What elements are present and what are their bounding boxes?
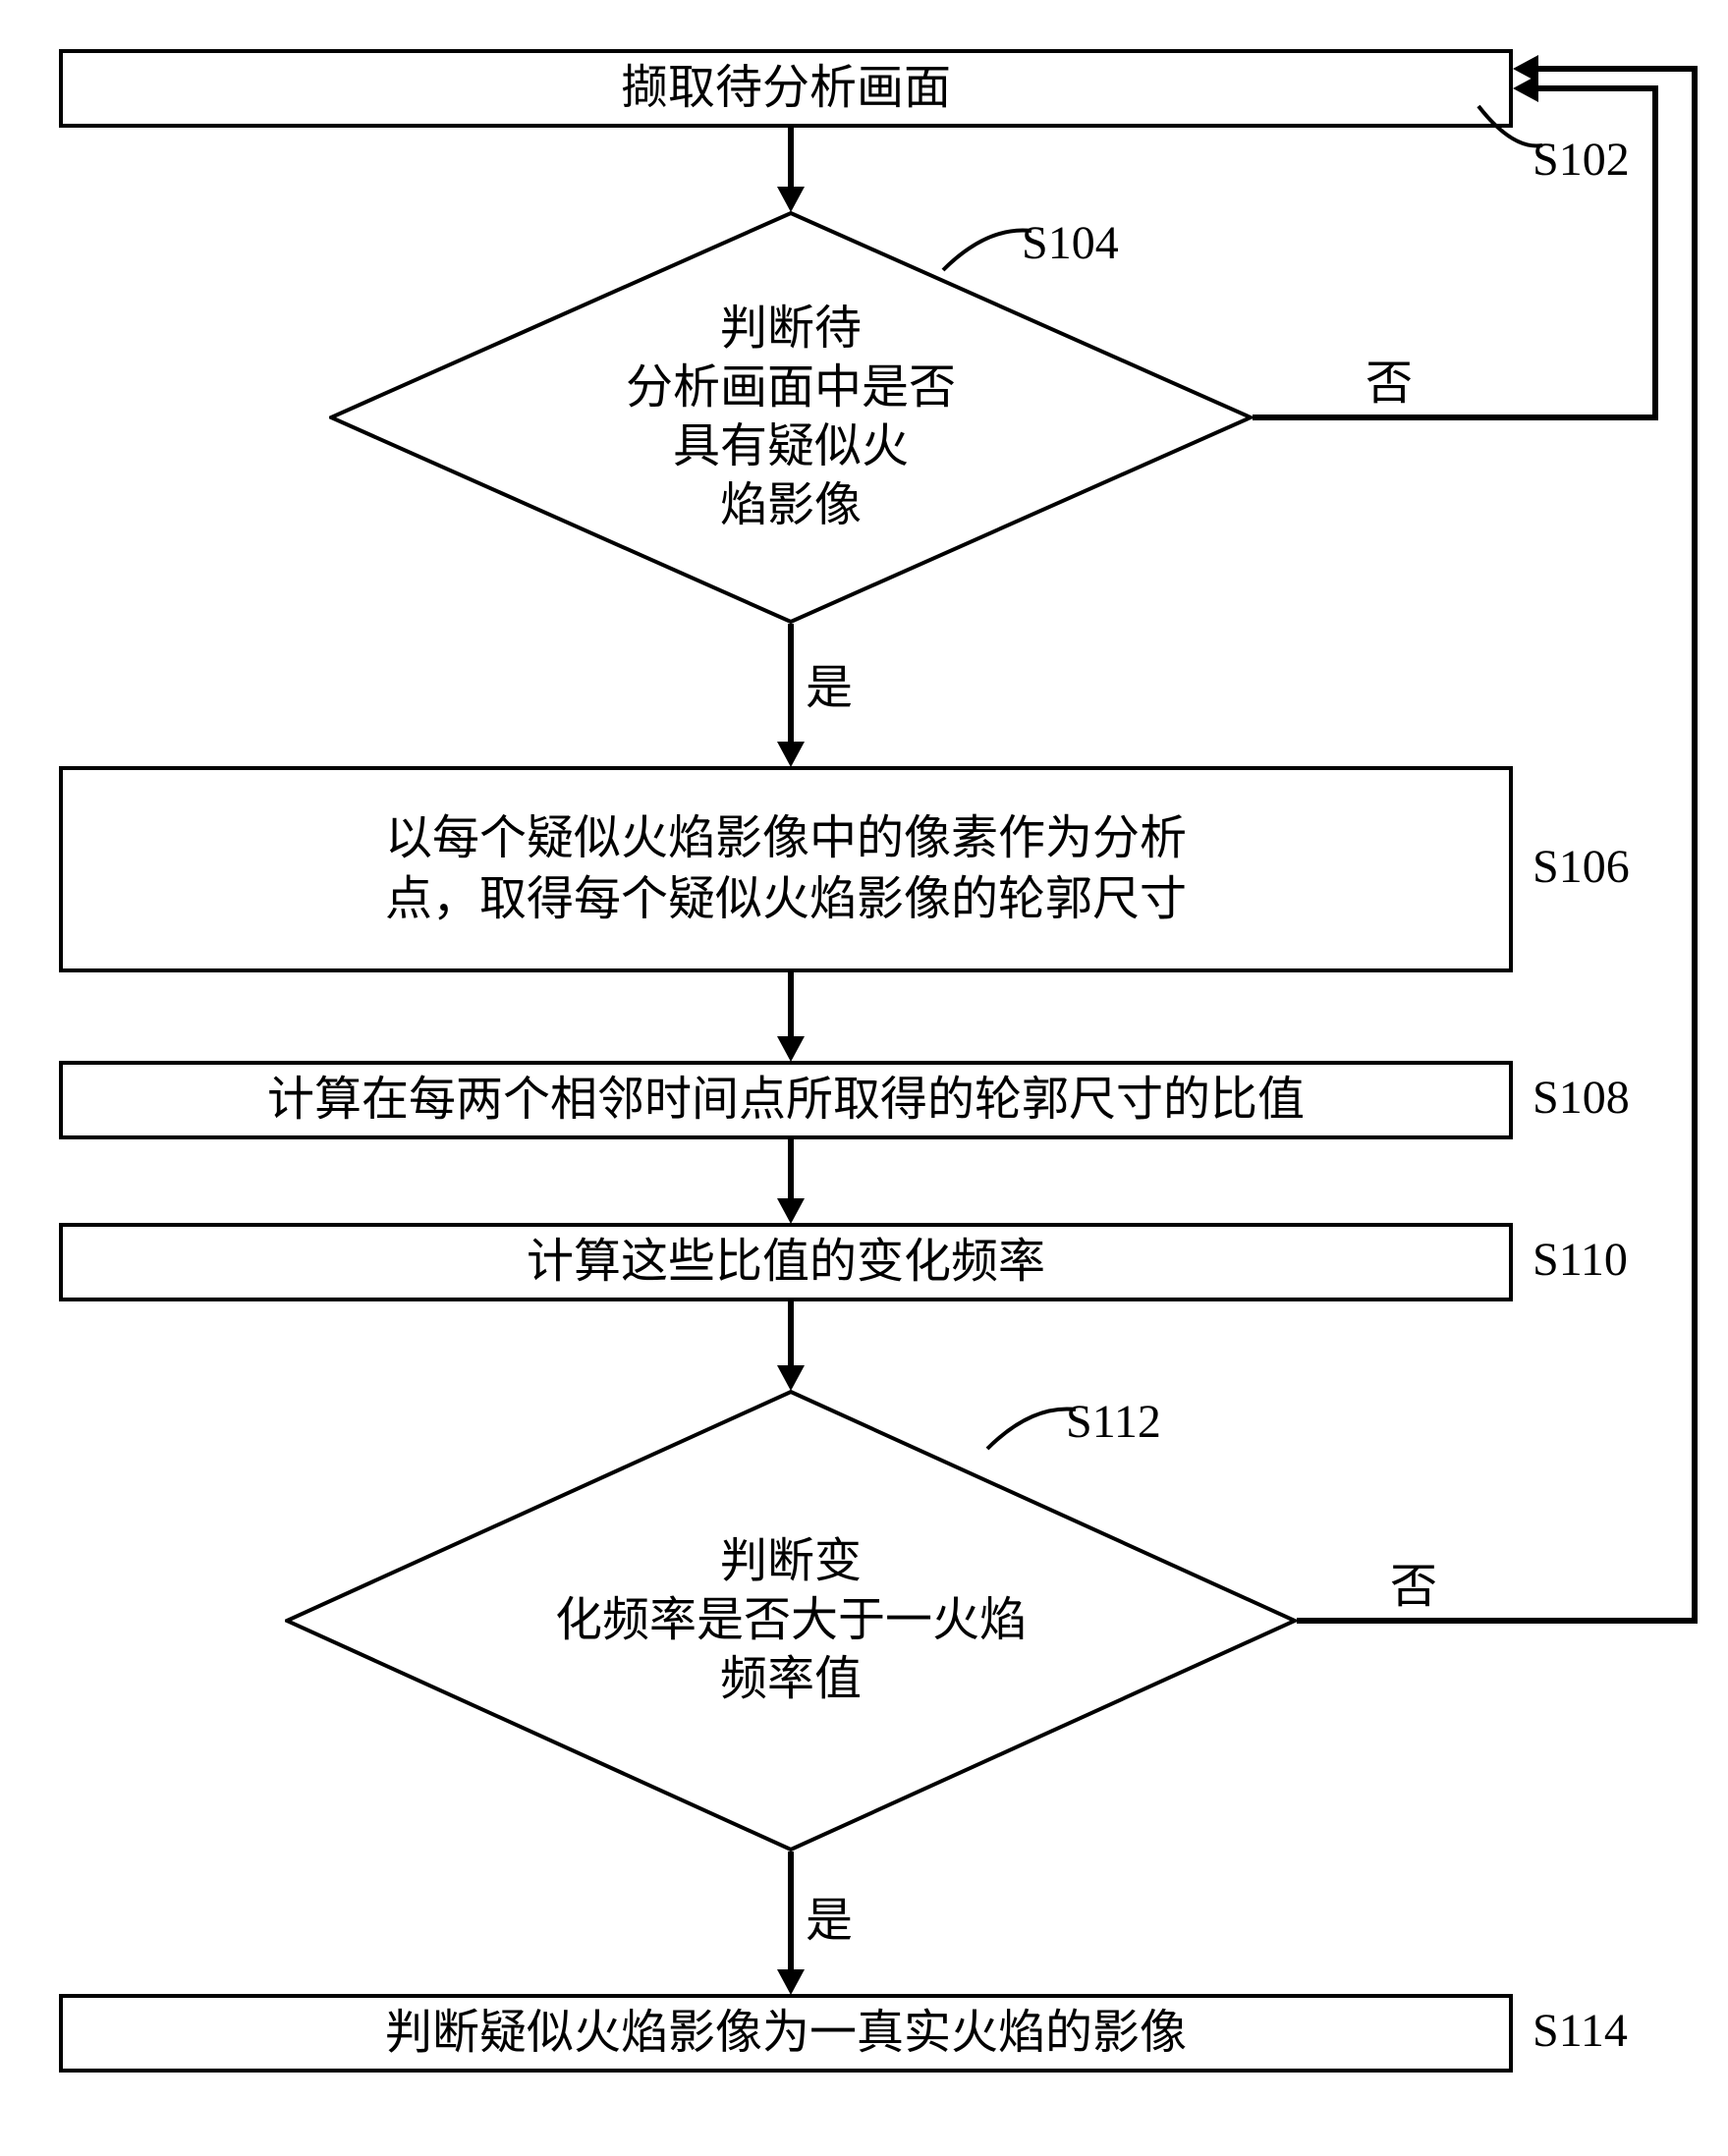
edge-s112-no-h1 [1297, 1618, 1698, 1624]
edge-s104-no-h1 [1253, 415, 1658, 420]
tag-leader-s104 [943, 226, 1036, 280]
edge-s102-s104 [788, 128, 794, 192]
arrow-down-icon [777, 1969, 805, 1995]
node-s104: 判断待 分析画面中是否 具有疑似火 焰影像 [329, 211, 1253, 624]
arrow-down-icon [777, 1198, 805, 1224]
tag-s114: S114 [1533, 2004, 1628, 2058]
arrow-down-icon [777, 742, 805, 767]
label-s104-yes: 是 [806, 648, 853, 717]
edge-s104-s106 [788, 624, 794, 746]
node-s110: 计算这些比值的变化频率 [59, 1223, 1513, 1301]
edge-s104-no-h2 [1537, 85, 1658, 91]
label-s112-yes: 是 [806, 1881, 853, 1950]
arrow-down-icon [777, 1365, 805, 1391]
node-s110-text: 计算这些比值的变化频率 [527, 1232, 1045, 1293]
node-s108-text: 计算在每两个相邻时间点所取得的轮郭尺寸的比值 [267, 1070, 1305, 1131]
arrow-down-icon [777, 187, 805, 212]
tag-s110: S110 [1533, 1233, 1628, 1287]
arrow-left-icon [1513, 55, 1538, 83]
node-s106: 以每个疑似火焰影像中的像素作为分析 点，取得每个疑似火焰影像的轮郭尺寸 [59, 766, 1513, 972]
edge-s106-s108 [788, 972, 794, 1041]
tag-s106: S106 [1533, 840, 1630, 894]
edge-s112-no-h2 [1537, 66, 1698, 72]
node-s106-text: 以每个疑似火焰影像中的像素作为分析 点，取得每个疑似火焰影像的轮郭尺寸 [385, 808, 1187, 931]
node-s102-text: 撷取待分析画面 [621, 58, 951, 119]
tag-leader-s112 [987, 1405, 1081, 1459]
node-s112: 判断变 化频率是否大于一火焰 频率值 [285, 1390, 1297, 1852]
tag-s108: S108 [1533, 1071, 1630, 1125]
label-s104-no: 否 [1366, 344, 1413, 413]
edge-s108-s110 [788, 1139, 794, 1203]
node-s114-text: 判断疑似火焰影像为一真实火焰的影像 [385, 2003, 1187, 2064]
node-s108: 计算在每两个相邻时间点所取得的轮郭尺寸的比值 [59, 1061, 1513, 1139]
node-s114: 判断疑似火焰影像为一真实火焰的影像 [59, 1994, 1513, 2073]
edge-s110-s112 [788, 1301, 794, 1370]
node-s102: 撷取待分析画面 [59, 49, 1513, 128]
node-s104-text: 判断待 分析画面中是否 具有疑似火 焰影像 [626, 300, 956, 535]
edge-s112-s114 [788, 1852, 794, 1974]
flowchart-canvas: 撷取待分析画面 以每个疑似火焰影像中的像素作为分析 点，取得每个疑似火焰影像的轮… [20, 20, 1708, 2136]
arrow-down-icon [777, 1036, 805, 1062]
label-s112-no: 否 [1390, 1547, 1437, 1616]
edge-s104-no-v [1652, 88, 1658, 420]
node-s112-text: 判断变 化频率是否大于一火焰 频率值 [555, 1532, 1027, 1709]
tag-leader-s102 [1478, 106, 1552, 160]
edge-s112-no-v [1692, 69, 1698, 1624]
